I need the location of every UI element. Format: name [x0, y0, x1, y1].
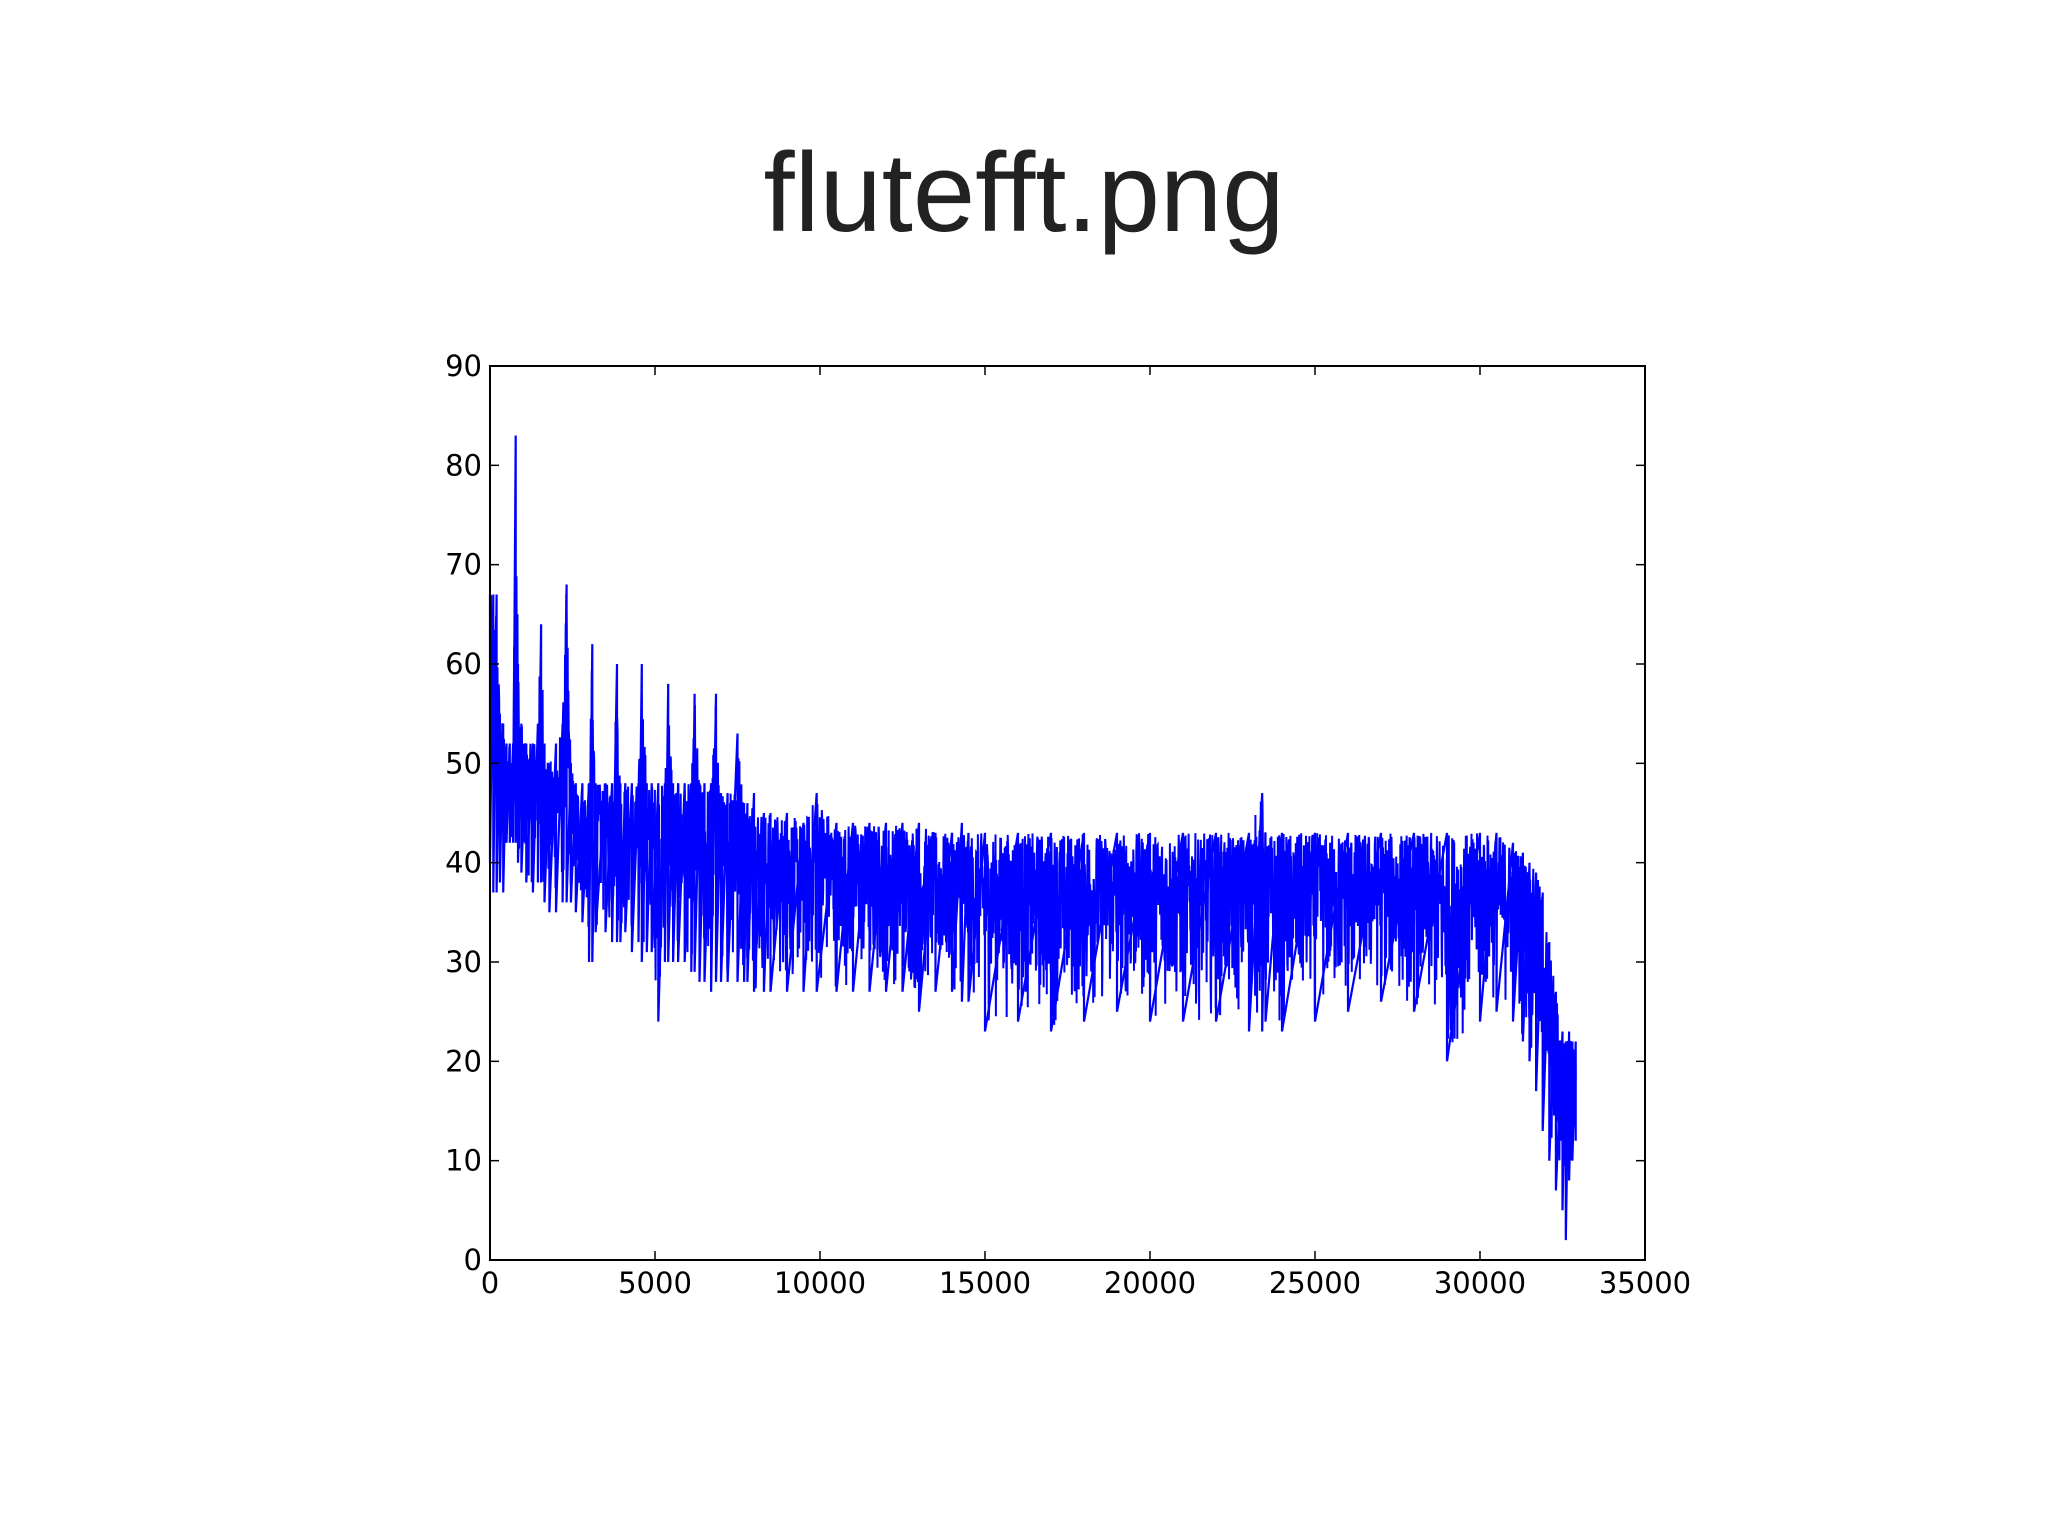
- y-tick-label: 40: [445, 846, 482, 880]
- x-tick-label: 10000: [774, 1266, 866, 1300]
- y-tick-label: 60: [445, 647, 482, 681]
- y-tick-label: 70: [445, 548, 482, 582]
- y-tick-label: 50: [445, 746, 482, 780]
- y-tick-label: 10: [445, 1144, 482, 1178]
- axes-frame: [489, 365, 1646, 1261]
- y-tick-label: 20: [445, 1044, 482, 1078]
- y-tick-label: 0: [464, 1243, 482, 1277]
- x-tick-label: 35000: [1599, 1266, 1691, 1300]
- x-tick-label: 15000: [939, 1266, 1031, 1300]
- tick-labels: 0 5000 10000 15000 20000 25000 30000 35000 0 10 20…: [445, 349, 1691, 1300]
- fft-series-line: [489, 573, 1577, 1166]
- tick-marks: [489, 365, 1646, 1261]
- x-tick-label: 30000: [1434, 1266, 1526, 1300]
- x-tick-label: 5000: [618, 1266, 692, 1300]
- x-tick-label: 20000: [1104, 1266, 1196, 1300]
- x-tick-label: 0: [481, 1266, 499, 1300]
- axes: [489, 365, 1646, 1261]
- y-tick-label: 80: [445, 448, 482, 482]
- y-tick-label: 90: [445, 349, 482, 383]
- x-tick-label: 25000: [1269, 1266, 1361, 1300]
- y-tick-label: 30: [445, 945, 482, 979]
- slide-title: flutefft.png: [763, 130, 1285, 255]
- fft-series-envelope: [488, 435, 1577, 1241]
- plot-area: [488, 435, 1577, 1241]
